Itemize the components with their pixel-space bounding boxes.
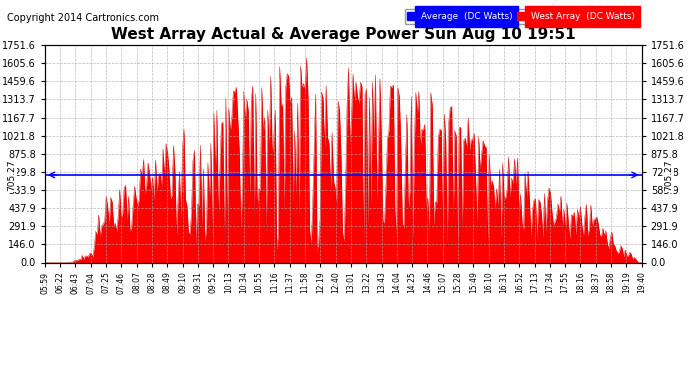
Text: 705.27: 705.27 — [664, 159, 673, 190]
Legend: Average  (DC Watts), West Array  (DC Watts): Average (DC Watts), West Array (DC Watts… — [404, 9, 637, 24]
Title: West Array Actual & Average Power Sun Aug 10 19:51: West Array Actual & Average Power Sun Au… — [111, 27, 575, 42]
Text: Copyright 2014 Cartronics.com: Copyright 2014 Cartronics.com — [7, 13, 159, 23]
Text: 705.27: 705.27 — [8, 159, 17, 190]
